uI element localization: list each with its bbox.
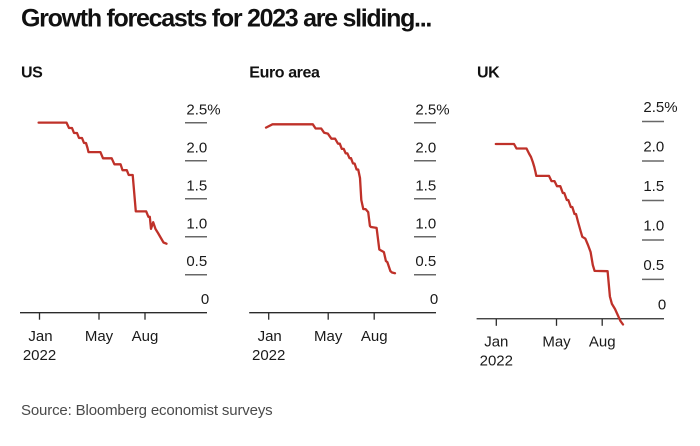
svg-text:Jan: Jan	[28, 328, 52, 345]
svg-text:0.5: 0.5	[643, 257, 664, 274]
svg-text:2022: 2022	[252, 347, 285, 364]
svg-text:Euro area: Euro area	[249, 65, 320, 82]
svg-text:May: May	[314, 328, 343, 345]
svg-text:2.0: 2.0	[415, 139, 436, 156]
svg-text:2.0: 2.0	[186, 139, 207, 156]
svg-text:Aug: Aug	[361, 328, 388, 345]
svg-text:Growth forecasts for 2023 are: Growth forecasts for 2023 are sliding...	[21, 5, 431, 33]
svg-text:0: 0	[658, 296, 666, 313]
svg-text:May: May	[85, 328, 114, 345]
svg-text:2022: 2022	[23, 347, 56, 364]
svg-text:0: 0	[430, 291, 438, 308]
svg-text:Aug: Aug	[132, 328, 159, 345]
svg-text:1.5: 1.5	[186, 177, 207, 194]
svg-text:UK: UK	[477, 65, 500, 82]
svg-text:Source: Bloomberg economist su: Source: Bloomberg economist surveys	[21, 402, 273, 419]
svg-text:1.0: 1.0	[415, 215, 436, 232]
svg-text:1.5: 1.5	[643, 178, 664, 195]
svg-text:Aug: Aug	[589, 334, 616, 351]
svg-text:2022: 2022	[480, 353, 513, 370]
svg-text:Jan: Jan	[484, 334, 508, 351]
svg-text:US: US	[21, 65, 43, 82]
svg-text:2.5%: 2.5%	[415, 101, 449, 118]
svg-text:2.5%: 2.5%	[186, 101, 220, 118]
svg-text:Jan: Jan	[258, 328, 282, 345]
svg-text:2.5%: 2.5%	[643, 99, 677, 116]
svg-text:0: 0	[201, 291, 209, 308]
svg-text:May: May	[542, 334, 571, 351]
svg-text:0.5: 0.5	[415, 253, 436, 270]
svg-text:1.5: 1.5	[415, 177, 436, 194]
svg-text:1.0: 1.0	[643, 218, 664, 235]
svg-text:1.0: 1.0	[186, 215, 207, 232]
svg-text:0.5: 0.5	[186, 253, 207, 270]
svg-text:2.0: 2.0	[643, 139, 664, 156]
